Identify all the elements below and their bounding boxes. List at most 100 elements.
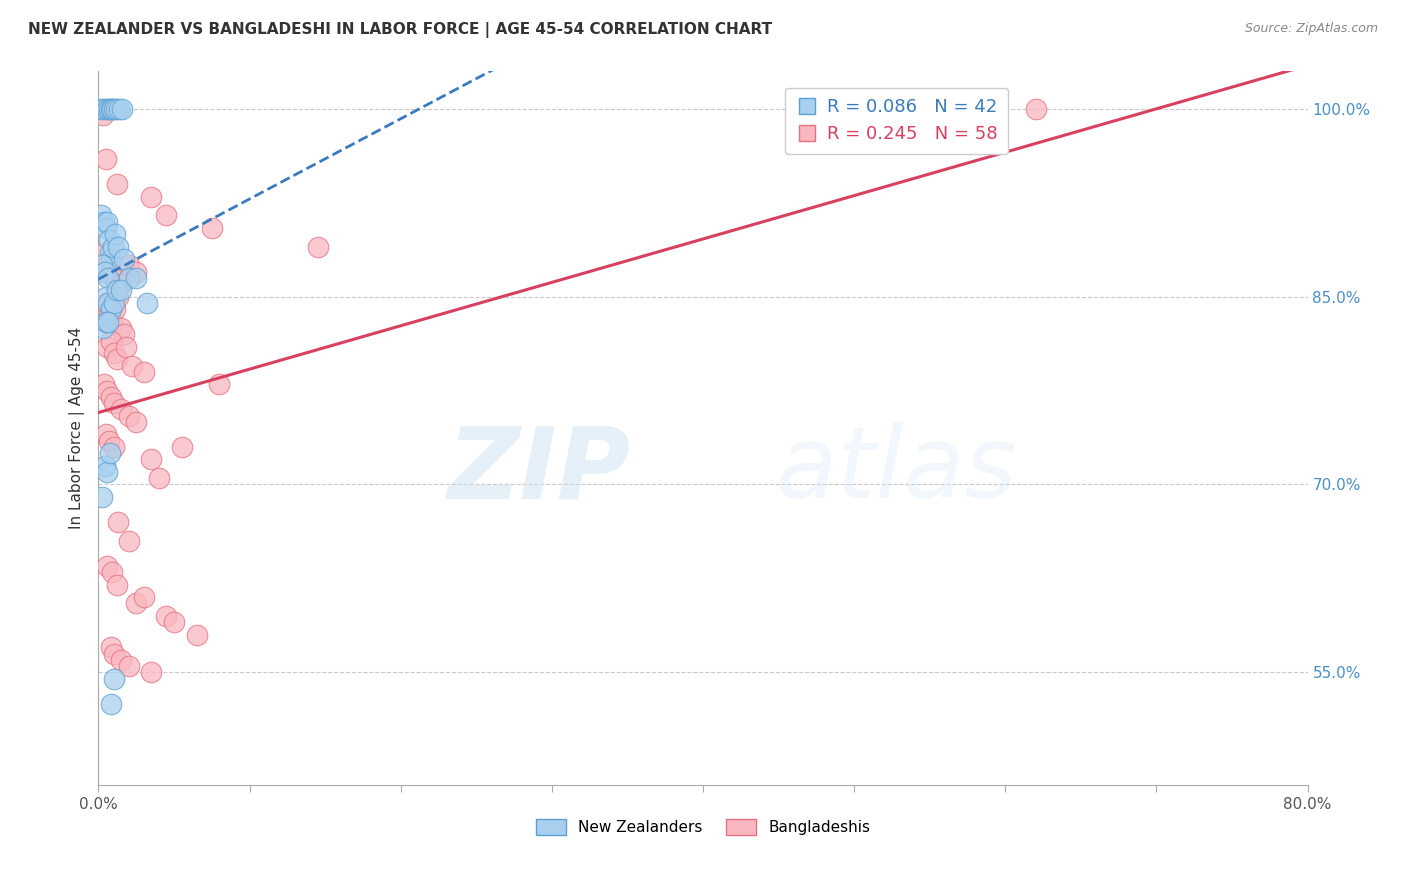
Legend: New Zealanders, Bangladeshis: New Zealanders, Bangladeshis xyxy=(530,814,876,841)
Point xyxy=(125,271,148,285)
Point xyxy=(103,102,125,116)
Y-axis label: In Labor Force | Age 45-54: In Labor Force | Age 45-54 xyxy=(69,327,84,529)
Point xyxy=(100,102,122,116)
Point xyxy=(170,440,193,454)
Point xyxy=(100,302,122,317)
Point xyxy=(101,102,124,116)
Point xyxy=(96,340,118,354)
Point xyxy=(111,102,134,116)
Point xyxy=(100,640,122,655)
Point xyxy=(103,440,125,454)
Point xyxy=(101,315,124,329)
Point xyxy=(105,352,128,367)
Point xyxy=(132,590,155,604)
Point xyxy=(208,377,231,392)
Point xyxy=(121,359,143,373)
Point xyxy=(96,259,118,273)
Point xyxy=(100,265,122,279)
Point xyxy=(101,239,124,253)
Point xyxy=(108,102,131,116)
Point xyxy=(307,239,329,253)
Point xyxy=(100,697,122,711)
Point xyxy=(118,271,141,285)
Point xyxy=(98,246,121,260)
Point xyxy=(103,271,125,285)
Point xyxy=(118,659,141,673)
Point xyxy=(101,565,124,579)
Point xyxy=(1024,102,1046,116)
Point xyxy=(103,647,125,661)
Point xyxy=(90,102,112,116)
Point xyxy=(107,239,129,253)
Point xyxy=(94,290,117,304)
Point xyxy=(148,471,170,485)
Point xyxy=(96,465,118,479)
Point xyxy=(91,321,114,335)
Point xyxy=(93,377,115,392)
Point xyxy=(104,302,127,317)
Point xyxy=(103,346,125,360)
Point xyxy=(91,490,114,504)
Point xyxy=(98,102,121,116)
Point xyxy=(104,102,127,116)
Point xyxy=(186,628,208,642)
Point xyxy=(105,177,128,191)
Point xyxy=(91,259,114,273)
Point xyxy=(98,434,121,448)
Text: ZIP: ZIP xyxy=(447,423,630,519)
Point xyxy=(104,227,127,241)
Point xyxy=(201,220,224,235)
Point xyxy=(105,577,128,591)
Point xyxy=(100,334,122,348)
Point xyxy=(105,284,128,298)
Point xyxy=(100,252,122,267)
Point xyxy=(141,189,163,203)
Point xyxy=(110,277,132,292)
Text: atlas: atlas xyxy=(776,423,1017,519)
Point xyxy=(93,214,115,228)
Point xyxy=(114,340,136,354)
Point xyxy=(100,390,122,404)
Point xyxy=(141,665,163,680)
Point xyxy=(96,214,118,228)
Point xyxy=(155,609,177,624)
Text: NEW ZEALANDER VS BANGLADESHI IN LABOR FORCE | AGE 45-54 CORRELATION CHART: NEW ZEALANDER VS BANGLADESHI IN LABOR FO… xyxy=(28,22,772,38)
Point xyxy=(107,290,129,304)
Point xyxy=(110,321,132,335)
Point xyxy=(94,152,117,166)
Point xyxy=(155,208,177,222)
Point xyxy=(163,615,186,630)
Point xyxy=(94,427,117,442)
Point xyxy=(118,533,141,548)
Point xyxy=(94,315,117,329)
Point xyxy=(94,458,117,473)
Point xyxy=(118,259,141,273)
Point xyxy=(103,672,125,686)
Point xyxy=(125,415,148,429)
Point xyxy=(112,327,135,342)
Point xyxy=(132,365,155,379)
Point xyxy=(107,515,129,529)
Point xyxy=(103,396,125,410)
Point xyxy=(93,246,115,260)
Point xyxy=(94,296,117,310)
Point xyxy=(118,409,141,423)
Point xyxy=(110,653,132,667)
Point xyxy=(103,296,125,310)
Point xyxy=(94,265,117,279)
Point xyxy=(96,102,118,116)
Point xyxy=(98,233,121,247)
Text: Source: ZipAtlas.com: Source: ZipAtlas.com xyxy=(1244,22,1378,36)
Point xyxy=(135,296,157,310)
Point xyxy=(98,309,121,323)
Point xyxy=(94,220,117,235)
Point xyxy=(90,208,112,222)
Point xyxy=(96,558,118,573)
Point xyxy=(97,315,120,329)
Point xyxy=(110,284,132,298)
Point xyxy=(91,108,114,122)
Point xyxy=(97,296,120,310)
Point xyxy=(93,102,115,116)
Point xyxy=(141,452,163,467)
Point xyxy=(112,252,135,267)
